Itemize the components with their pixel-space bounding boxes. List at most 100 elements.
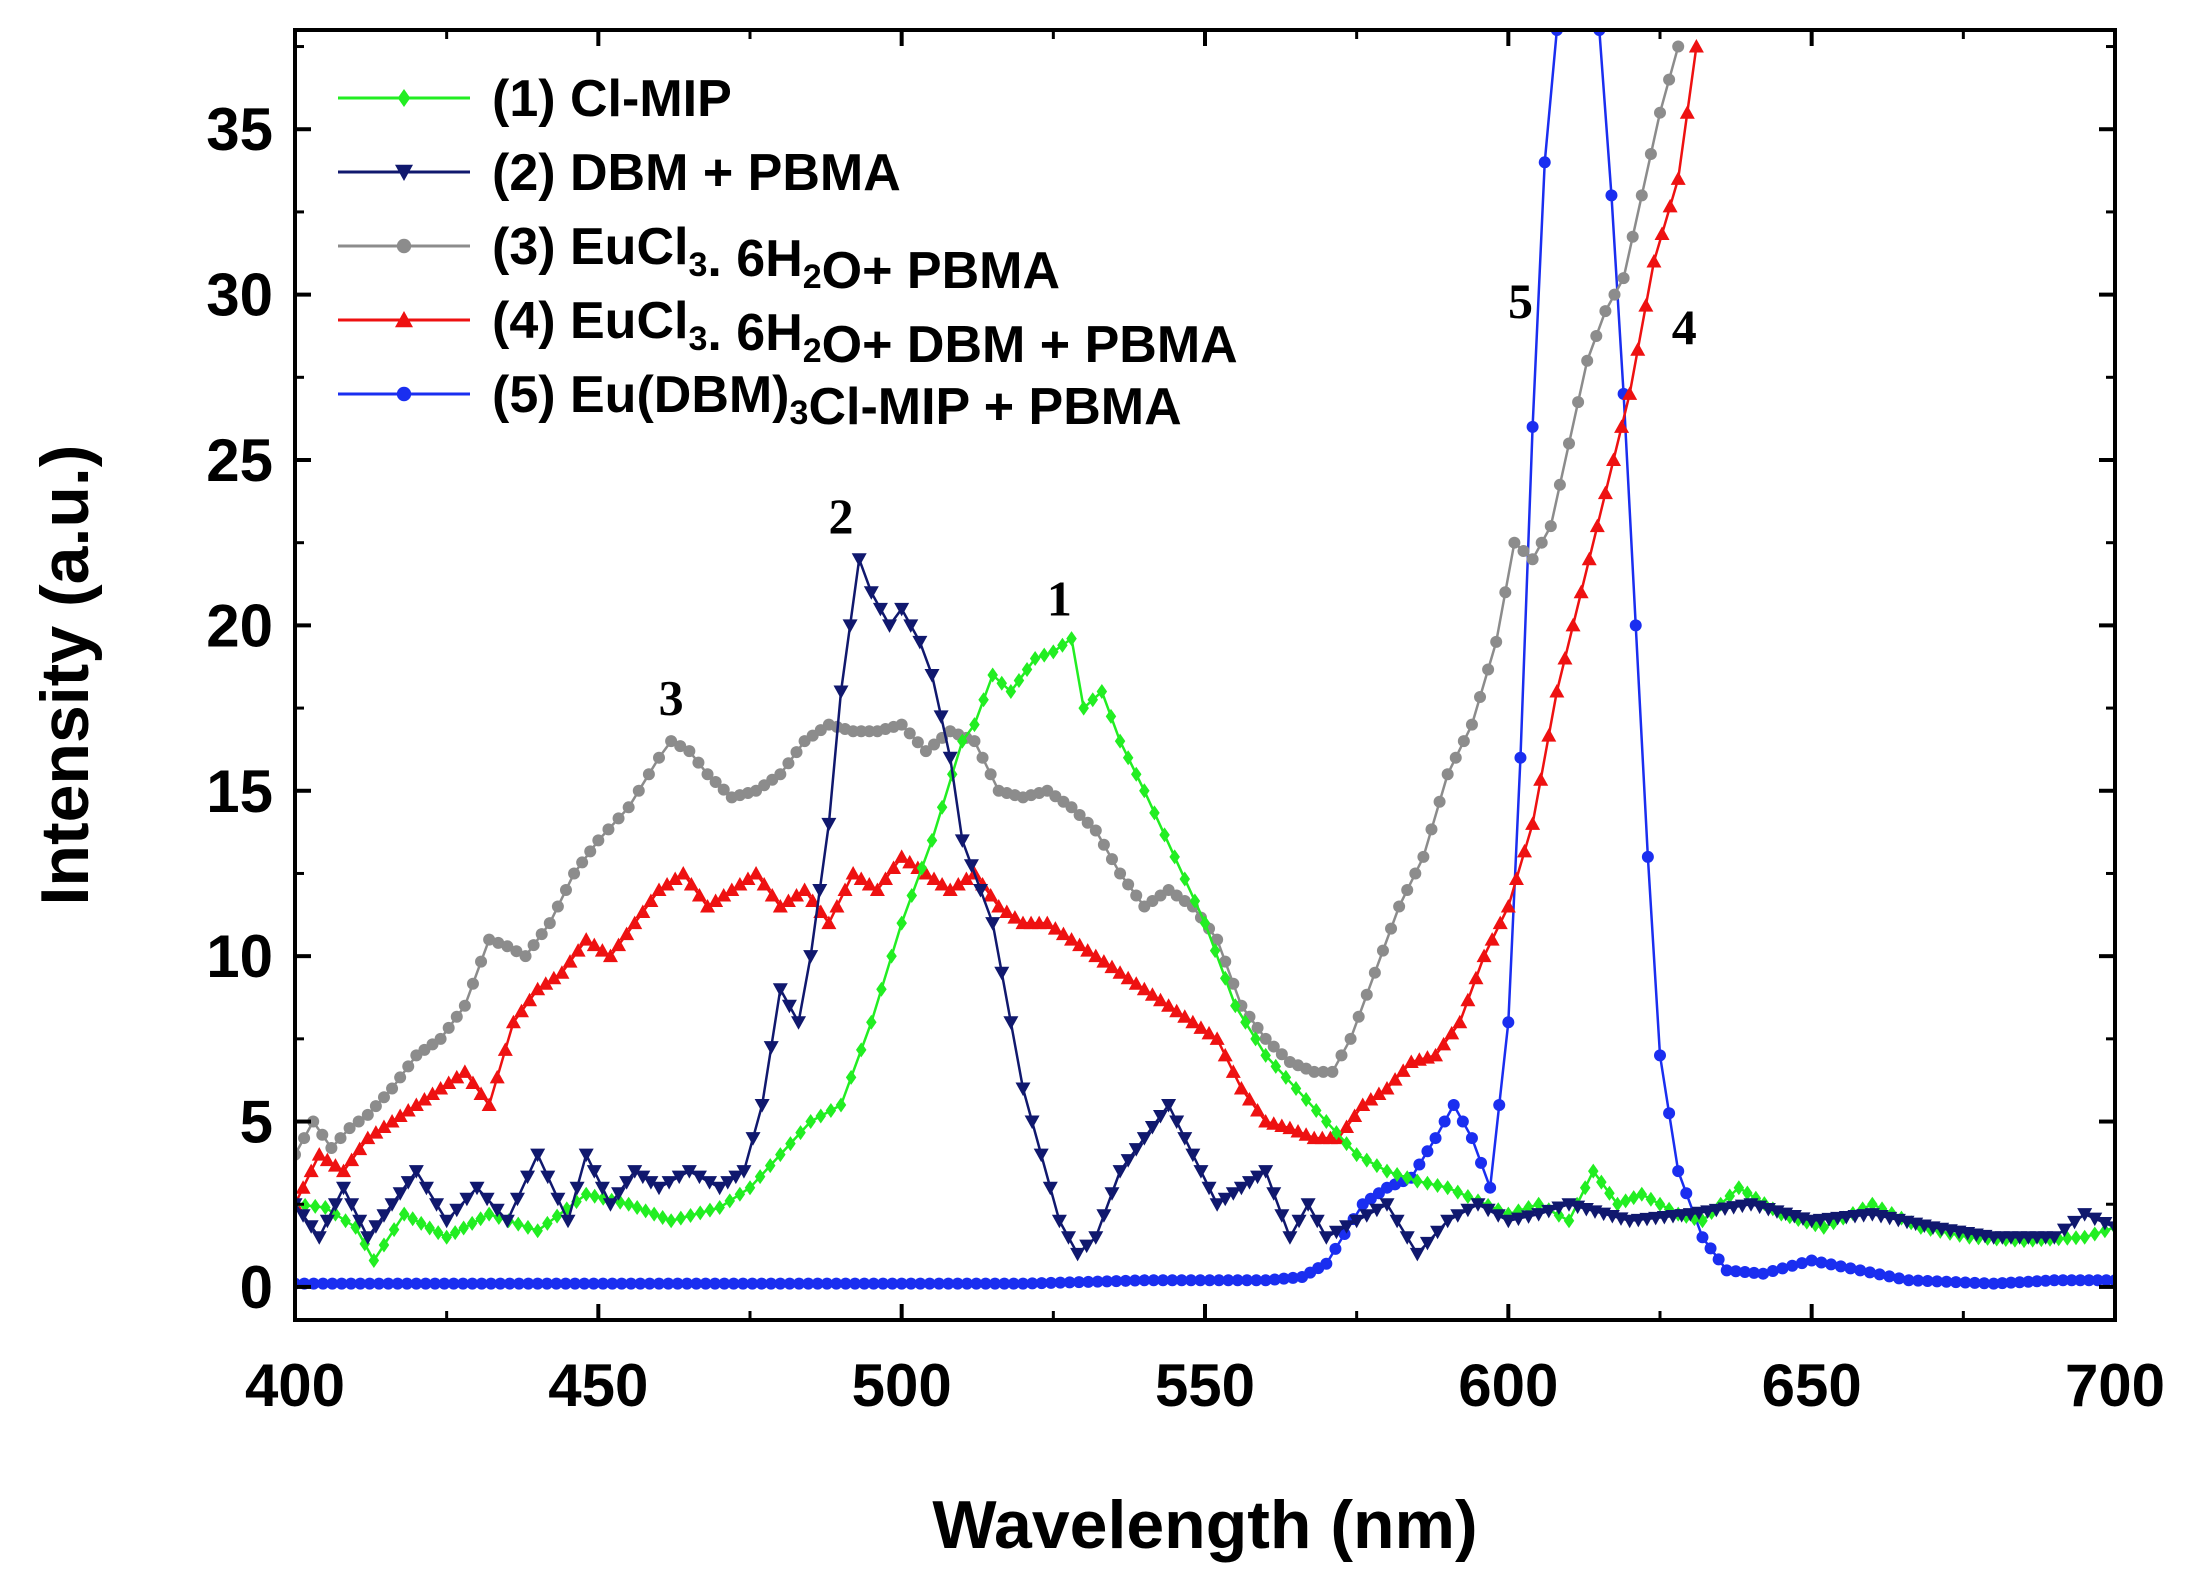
point-s5-65 [895,1277,908,1290]
point-s5-92 [1147,1274,1160,1287]
point-s4-31 [538,976,554,990]
point-s5-70 [942,1277,955,1290]
point-s2-1 [295,1209,311,1223]
point-s2-110 [1282,1231,1298,1245]
point-s2-2 [303,1220,319,1234]
point-s3-141 [1465,718,1478,731]
point-s1-17 [449,1225,461,1241]
point-s2-199 [2097,1216,2113,1231]
point-s4-103 [1120,970,1136,985]
point-s5-126 [1447,1099,1460,1111]
point-s1-135 [1588,1163,1599,1179]
point-s1-76 [1013,673,1025,689]
point-s2-37 [619,1176,635,1190]
point-s3-58 [790,746,803,759]
point-s2-25 [509,1192,525,1207]
point-s4-56 [740,871,756,885]
point-s1-82 [1066,631,1077,647]
point-s1-36 [623,1196,634,1212]
point-s5-81 [1045,1276,1057,1289]
curve-label-s5: 5 [1508,273,1533,329]
point-s5-18 [457,1277,469,1290]
point-s5-74 [979,1277,992,1290]
point-s1-87 [1114,733,1126,749]
point-s4-44 [643,893,659,908]
point-s3-147 [1517,544,1530,557]
point-s5-7 [354,1277,367,1290]
point-s1-37 [631,1200,643,1216]
point-s1-85 [1096,684,1108,700]
point-s2-9 [360,1231,376,1245]
point-s1-28 [551,1208,563,1224]
point-s2-8 [352,1214,368,1229]
point-s5-6 [345,1277,357,1290]
point-s2-122 [1399,1231,1415,1245]
point-s2-24 [499,1214,515,1229]
point-s3-97 [1105,853,1118,866]
point-s4-102 [1112,965,1128,979]
point-s2-104 [1233,1181,1249,1196]
point-s4-7 [344,1152,360,1167]
point-s1-93 [1169,849,1180,865]
point-s4-164 [1614,419,1630,433]
point-s4-142 [1436,1036,1452,1051]
point-s3-35 [584,845,597,858]
point-s4-4 [319,1152,335,1167]
point-s4-78 [918,865,934,880]
point-s2-31 [569,1181,585,1196]
point-s2-95 [1161,1099,1177,1113]
point-s2-126 [1440,1214,1456,1229]
curve-label-s3: 3 [659,670,684,726]
point-s5-86 [1091,1275,1104,1288]
point-s4-123 [1282,1120,1298,1135]
point-s4-96 [1064,932,1080,946]
point-s3-11 [386,1082,399,1095]
point-s1-10 [388,1222,400,1238]
point-s5-167 [1854,1264,1867,1277]
point-s4-63 [797,882,813,896]
point-s4-80 [934,876,950,891]
legend-label-s5: (5) Eu(DBM)3Cl-MIP + PBMA [492,366,1182,436]
point-s5-41 [671,1277,684,1290]
point-s2-136 [1541,1204,1557,1219]
point-s5-57 [821,1277,833,1290]
point-s1-140 [1628,1190,1639,1206]
point-s5-39 [653,1277,665,1290]
point-s3-38 [612,812,625,825]
point-s4-49 [683,876,699,891]
point-s3-151 [1553,478,1566,491]
point-s4-38 [594,943,610,957]
point-s3-31 [551,900,564,913]
series-s4 [295,39,1704,1211]
point-s3-130 [1376,944,1389,957]
point-s5-51 [765,1277,777,1290]
point-s2-77 [1003,1016,1019,1030]
point-s2-105 [1241,1176,1257,1190]
point-s4-149 [1492,915,1508,930]
point-s5-9 [373,1277,385,1290]
point-s4-170 [1662,198,1678,213]
point-s2-156 [1717,1202,1733,1216]
point-s4-29 [522,992,538,1007]
point-s5-98 [1203,1274,1216,1287]
point-s3-25 [501,940,514,953]
point-s2-92 [1136,1132,1152,1146]
point-s2-90 [1120,1154,1136,1168]
point-s4-24 [481,1097,497,1111]
point-s5-68 [923,1277,936,1290]
point-s2-26 [520,1170,536,1185]
point-s1-92 [1159,827,1170,843]
point-s3-19 [450,1010,463,1023]
point-s4-53 [716,888,732,902]
point-s4-64 [805,893,821,908]
point-s1-83 [1078,700,1089,716]
point-s1-55 [805,1114,816,1130]
point-s4-11 [376,1119,392,1134]
point-s5-22 [494,1277,507,1290]
point-s1-141 [1636,1186,1648,1202]
point-s4-42 [627,915,643,930]
point-s5-71 [951,1277,964,1290]
point-s4-9 [360,1130,376,1145]
point-s4-83 [958,871,974,885]
point-s5-134 [1526,420,1539,433]
